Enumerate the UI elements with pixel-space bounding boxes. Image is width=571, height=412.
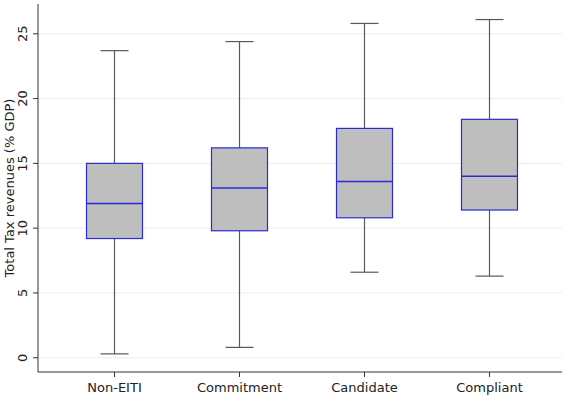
median-line (462, 176, 518, 178)
boxes (87, 20, 518, 354)
tick-mark (33, 292, 38, 293)
x-tick-label: Non-EITI (87, 380, 141, 395)
tick-mark (33, 98, 38, 99)
y-tick-label: 15 (15, 155, 30, 172)
y-tick-label: 5 (15, 289, 30, 297)
x-tick-label: Candidate (331, 380, 397, 395)
x-tick-label: Commitment (197, 380, 282, 395)
lower-cap (351, 272, 379, 273)
median-line (212, 187, 268, 189)
box (87, 163, 143, 238)
grid-line (38, 292, 562, 293)
lower-whisker (114, 239, 115, 354)
lower-cap (476, 276, 504, 277)
y-tick-label: 10 (15, 220, 30, 237)
y-tick-label: 20 (15, 90, 30, 107)
y-axis-title: Total Tax revenues (% GDP) (2, 99, 17, 279)
chart-container: 0 5 10 15 20 25 Total Tax revenues (% GDP) Non-… (0, 0, 571, 412)
upper-whisker (489, 20, 490, 120)
grid-line (38, 33, 562, 34)
x-tick-mark (489, 372, 490, 377)
upper-cap (101, 50, 129, 51)
tick-mark (33, 228, 38, 229)
tick-mark (33, 163, 38, 164)
lower-cap (226, 347, 254, 348)
upper-whisker (239, 42, 240, 148)
y-axis (38, 4, 39, 372)
box (212, 148, 268, 231)
grid-line (38, 98, 562, 99)
lower-whisker (239, 231, 240, 348)
box (337, 128, 393, 217)
x-axis (38, 372, 562, 373)
y-tick-label: 0 (15, 354, 30, 362)
x-tick-mark (364, 372, 365, 377)
upper-cap (226, 41, 254, 42)
upper-whisker (114, 51, 115, 164)
lower-whisker (489, 210, 490, 276)
grid-line (38, 357, 562, 358)
chart-svg: 0 5 10 15 20 25 Total Tax revenues (% GDP) Non-… (0, 0, 571, 412)
lower-cap (101, 353, 129, 354)
upper-cap (476, 19, 504, 20)
x-tick-mark (114, 372, 115, 377)
upper-whisker (364, 23, 365, 128)
upper-cap (351, 23, 379, 24)
median-line (87, 203, 143, 205)
box (462, 119, 518, 210)
y-tick-label: 25 (15, 26, 30, 43)
tick-mark (33, 33, 38, 34)
x-tick-label: Compliant (456, 380, 522, 395)
x-tick-mark (239, 372, 240, 377)
lower-whisker (364, 218, 365, 272)
tick-mark (33, 357, 38, 358)
median-line (337, 181, 393, 183)
